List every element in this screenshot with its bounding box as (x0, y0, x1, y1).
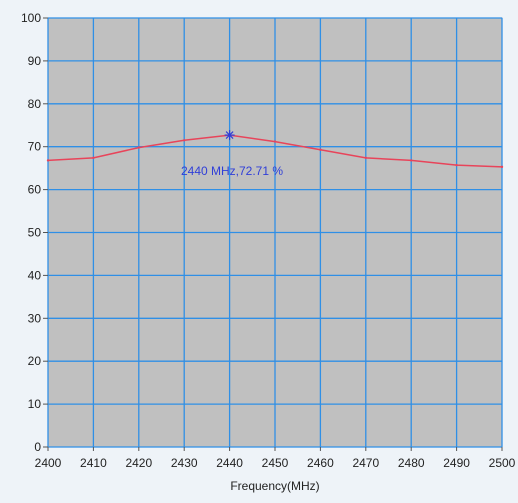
data-point (365, 157, 367, 159)
y-tick-label: 20 (28, 354, 42, 368)
data-point (138, 146, 140, 148)
y-tick-label: 30 (28, 311, 42, 325)
x-tick-label: 2400 (35, 456, 62, 470)
y-tick-label: 100 (21, 11, 41, 25)
x-tick-label: 2420 (125, 456, 152, 470)
data-point (183, 139, 185, 141)
x-tick-label: 2430 (171, 456, 198, 470)
data-point (274, 140, 276, 142)
x-tick-label: 2480 (398, 456, 425, 470)
x-tick-label: 2410 (80, 456, 107, 470)
annotation-label: 2440 MHz,72.71 % (181, 164, 283, 178)
annotation-marker (225, 130, 235, 140)
data-point (501, 166, 503, 168)
x-tick-label: 2450 (262, 456, 289, 470)
y-tick-label: 60 (28, 183, 42, 197)
x-tick-label: 2500 (489, 456, 516, 470)
y-tick-label: 70 (28, 140, 42, 154)
y-tick-label: 90 (28, 54, 42, 68)
x-tick-label: 2460 (307, 456, 334, 470)
y-tick-label: 80 (28, 97, 42, 111)
x-tick-label: 2440 (216, 456, 243, 470)
y-tick-label: 0 (34, 440, 41, 454)
data-point (319, 149, 321, 151)
y-tick-label: 40 (28, 268, 42, 282)
y-tick-label: 10 (28, 397, 42, 411)
data-point (455, 164, 457, 166)
x-axis-label: Frequency(MHz) (230, 479, 319, 493)
x-tick-label: 2470 (352, 456, 379, 470)
x-tick-label: 2490 (443, 456, 470, 470)
y-tick-label: 50 (28, 226, 42, 240)
data-point (410, 159, 412, 161)
data-point (92, 157, 94, 159)
data-point (47, 159, 49, 161)
